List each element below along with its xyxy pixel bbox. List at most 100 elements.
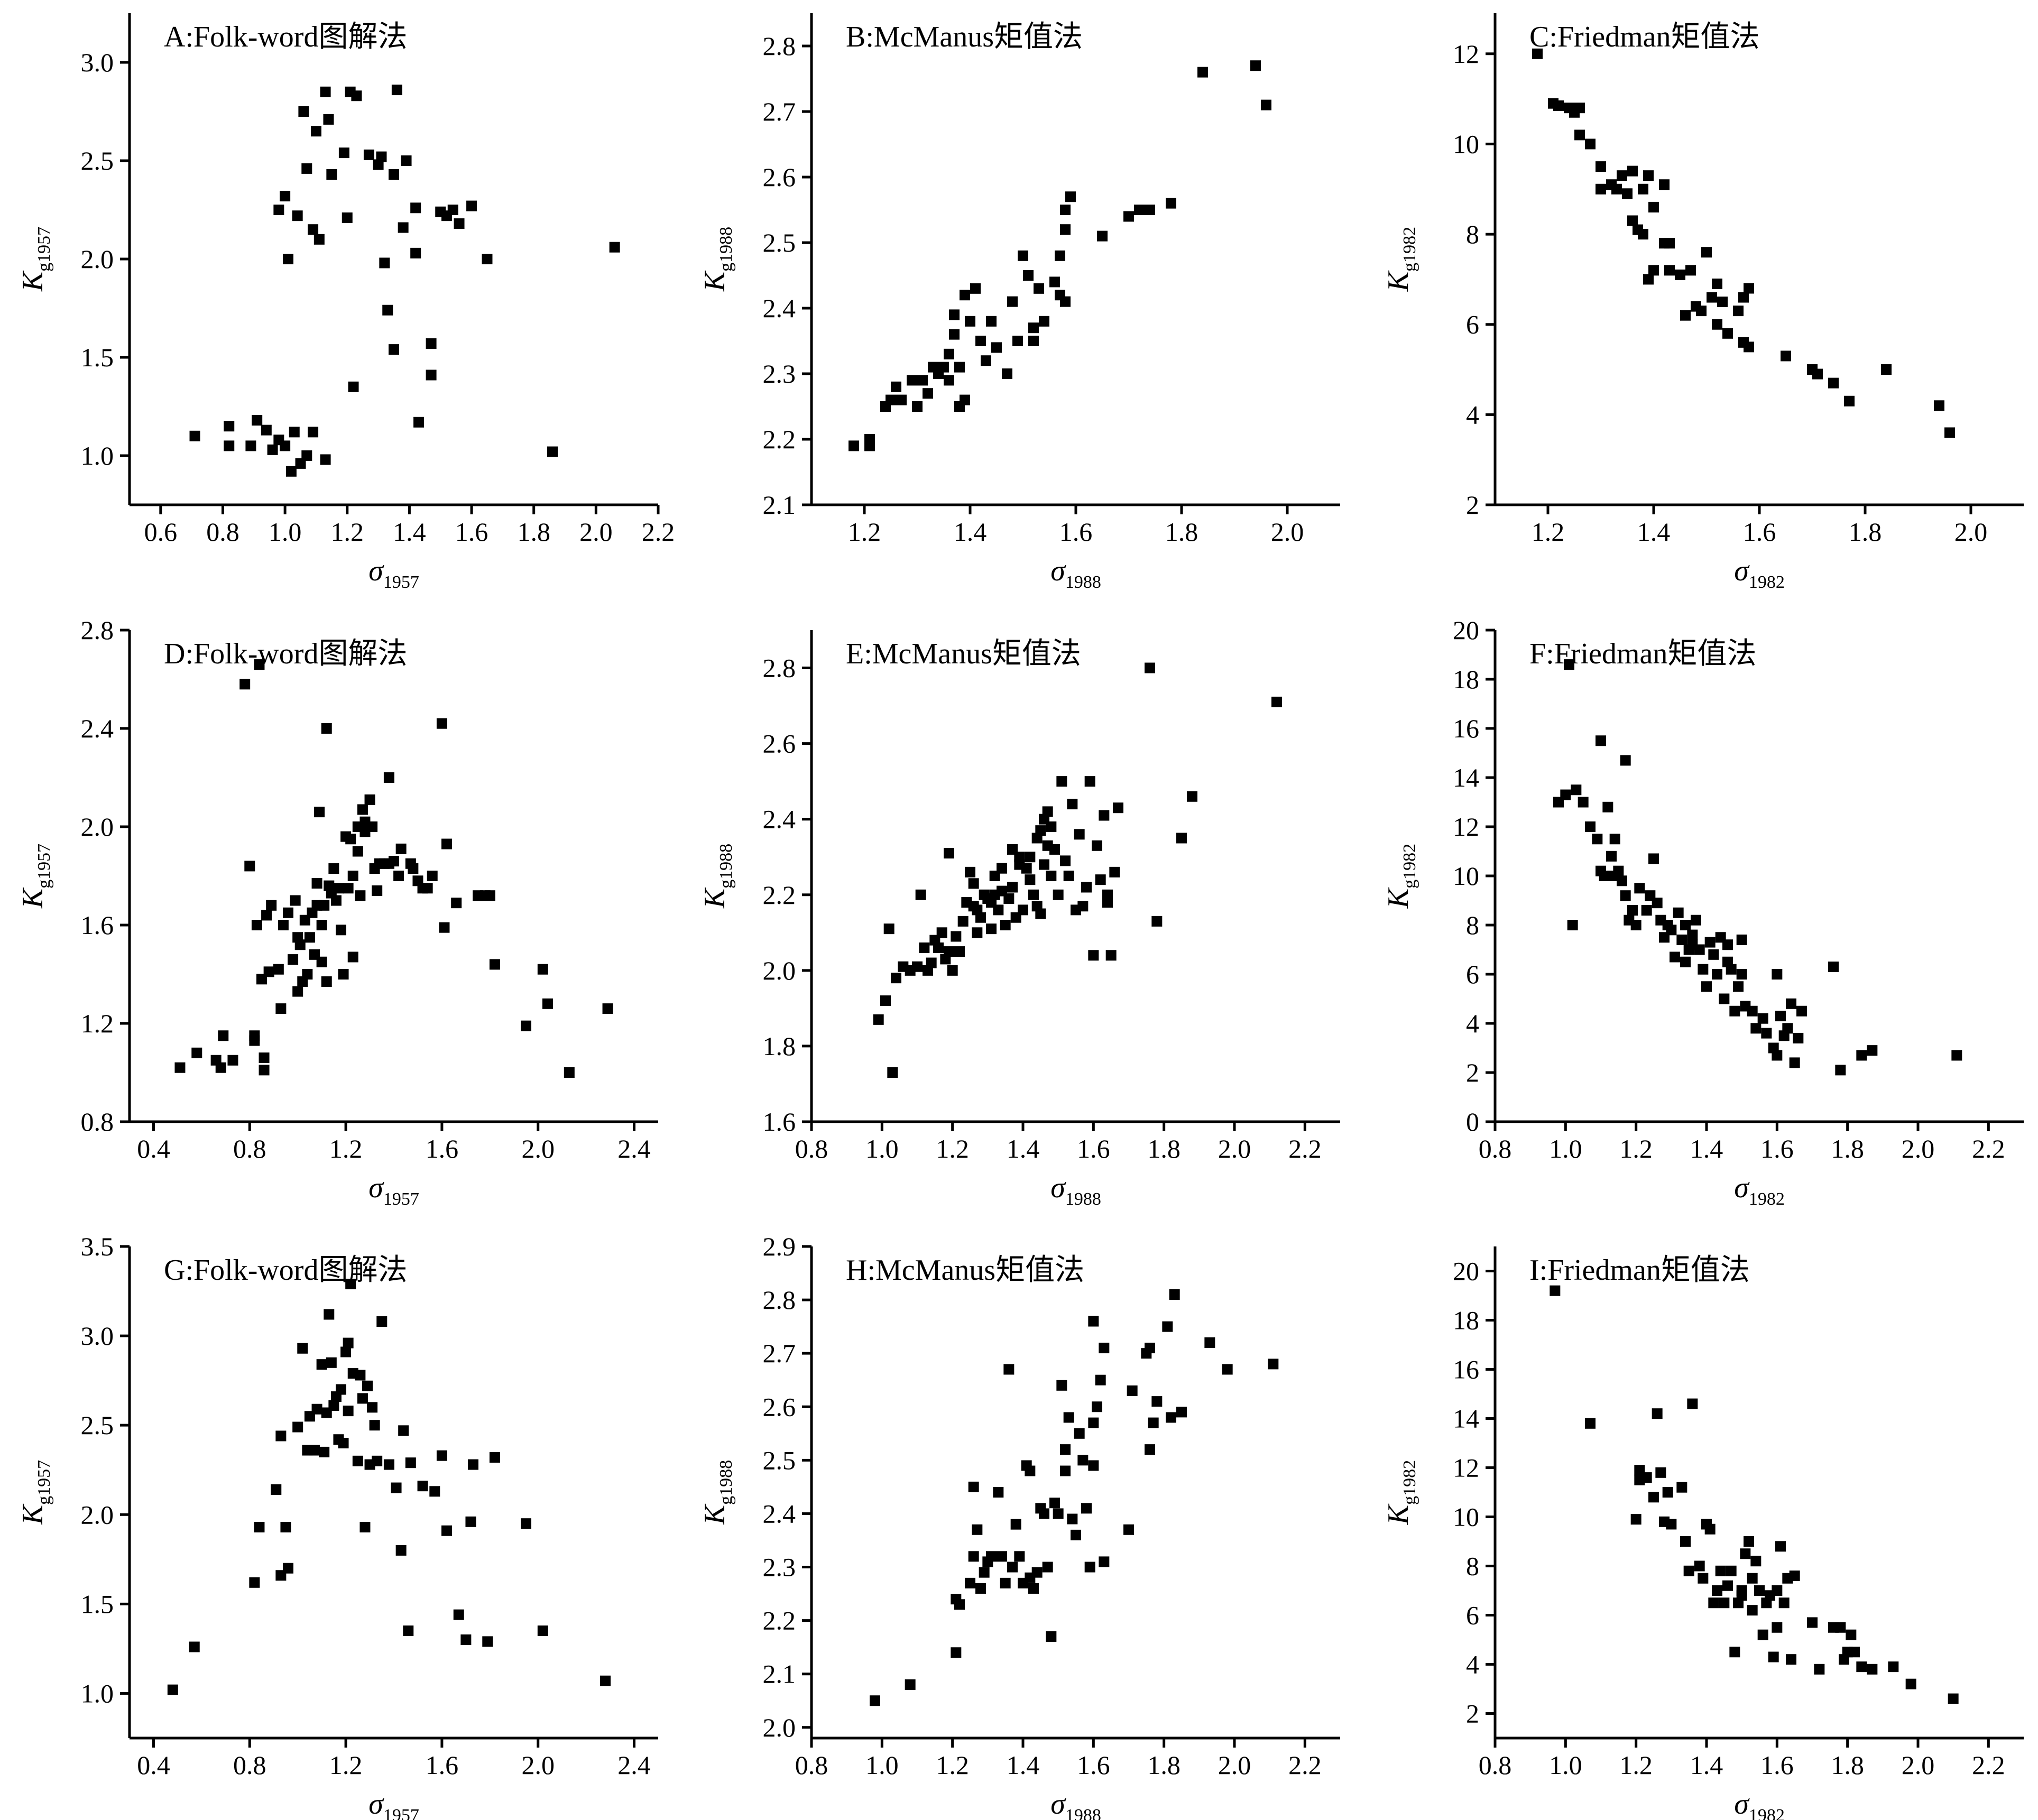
panel-D: 0.4 0.8 1.2 1.6 2.0 2.4 0.8 1.2 1.6 2.0 2.4 2.8 D:Fo… [16,615,658,1209]
data-point [887,1067,898,1078]
data-point [938,362,949,373]
y-tick-label: 16 [1453,1355,1479,1384]
data-point [1063,871,1074,881]
y-axis-label-sub: g1957 [34,227,54,272]
data-point [283,1563,293,1574]
y-axis-label-main: K [1382,270,1415,292]
y-tick-label: 2.2 [763,1606,796,1636]
data-point [1261,99,1271,110]
data-point [417,1481,428,1492]
data-point [1680,956,1691,967]
data-point [1747,1005,1758,1017]
data-point [1736,969,1747,980]
data-point [954,1599,965,1610]
y-axis-label-main: K [16,1503,49,1525]
data-point [1747,1605,1758,1616]
data-point [482,1636,493,1647]
x-axis-label: σ1957 [368,555,419,592]
x-tick-label: 2.0 [521,1134,555,1163]
x-tick-label: 0.8 [233,1134,266,1163]
data-point [1060,224,1071,235]
data-point [923,388,933,399]
data-point [340,1346,352,1357]
data-point [993,904,1004,916]
data-point [1812,368,1823,380]
data-point [1698,964,1709,975]
data-point [1757,1629,1768,1640]
data-point [352,1455,363,1466]
x-tick-label: 1.8 [1831,1750,1864,1780]
data-point [244,861,255,872]
data-point [1145,662,1155,673]
x-tick-label: 0.8 [1479,1134,1512,1163]
data-point [1796,1005,1807,1017]
y-tick-label: 2.5 [81,146,114,175]
y-axis-label-sub: g1988 [716,1460,736,1505]
data-point [319,1446,330,1457]
x-tick-label: 0.8 [233,1750,266,1780]
data-point [1856,1050,1867,1061]
data-point [1056,776,1067,787]
data-point [439,922,450,933]
data-point [970,283,981,294]
data-point [1778,1597,1790,1609]
data-point [1789,1057,1800,1068]
data-point [1664,238,1675,249]
data-point [1750,1556,1762,1567]
data-point [880,995,891,1006]
y-tick-label: 2.5 [763,1445,796,1475]
data-point [1250,60,1261,71]
y-tick-label: 2.7 [763,97,796,126]
data-point [311,1403,322,1415]
data-point [320,454,331,465]
y-axis-label: Kg1982 [1382,1460,1419,1525]
data-point [273,205,284,215]
data-point [968,878,979,889]
data-point [224,421,235,432]
panel-B: 1.2 1.4 1.6 1.8 2.0 2.1 2.2 2.3 2.4 2.5 2.6 2.7 2.8 B… [698,13,1340,592]
data-point [1617,170,1627,181]
panel-title: D:Folk-word图解法 [164,638,407,670]
data-point [363,149,374,160]
y-axis-label: Kg1957 [16,227,54,292]
x-tick-label: 1.2 [936,1134,969,1163]
data-point [301,450,312,461]
data-point [1789,1570,1800,1582]
data-point [1564,659,1574,670]
y-axis-label-sub: g1988 [716,844,736,889]
data-point [949,329,960,340]
y-tick-label: 14 [1453,1404,1479,1434]
x-tick-label: 1.2 [936,1750,969,1780]
data-point [1934,400,1944,411]
data-point [311,877,322,889]
data-point [1049,844,1060,855]
data-point [1736,1585,1747,1596]
y-axis-label-sub: g1957 [34,844,54,889]
data-point [1060,205,1071,215]
panel-title: F:Friedman矩值法 [1529,638,1756,670]
data-point [1722,939,1733,950]
data-point [382,304,393,316]
x-axis-label: σ1988 [1050,1171,1101,1209]
y-tick-label: 4 [1466,1009,1479,1038]
data-point [1148,1417,1159,1428]
data-point [447,205,458,215]
y-tick-label: 18 [1453,1306,1479,1335]
x-axis-label: σ1957 [368,1788,419,1820]
data-point [896,394,907,405]
data-point [465,1516,476,1527]
data-point [314,807,325,818]
data-point [383,772,394,783]
y-tick-label: 3.0 [81,1321,114,1351]
data-point [1643,274,1654,285]
x-tick-label: 1.2 [1619,1134,1653,1163]
data-point [239,679,251,690]
data-point [1123,1524,1134,1535]
data-point [1680,310,1691,321]
data-point [367,1402,378,1413]
data-point [1905,1678,1916,1689]
data-point [189,430,200,441]
data-point [1694,1560,1705,1572]
data-point [1585,1418,1596,1429]
x-tick-label: 1.6 [455,517,488,547]
